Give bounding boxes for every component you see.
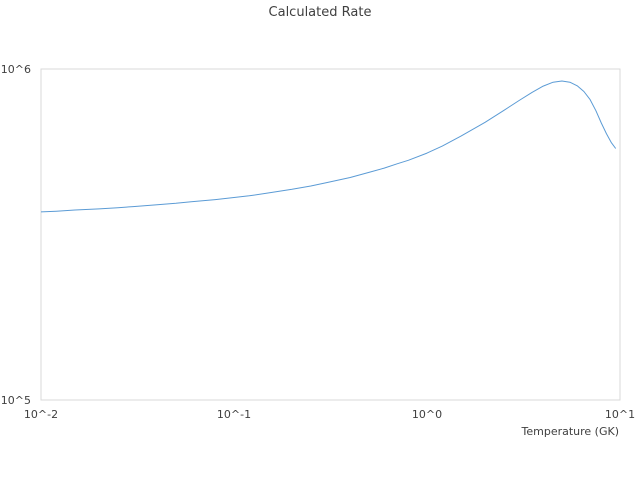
y-tick-label: 10^6	[1, 63, 31, 76]
chart-title: Calculated Rate	[269, 5, 372, 20]
y-axis-ticks: 10^5 10^6	[1, 63, 31, 407]
x-axis-ticks: 10^-2 10^-1 10^0 10^1	[24, 408, 635, 421]
rate-series-line	[40, 80, 617, 213]
plot-area-frame	[40, 68, 621, 401]
series-layer	[40, 80, 617, 213]
x-tick-label: 10^0	[412, 408, 442, 421]
x-axis-label: Temperature (GK)	[521, 425, 620, 438]
x-tick-label: 10^-2	[24, 408, 58, 421]
y-tick-label: 10^5	[1, 394, 31, 407]
x-tick-label: 10^1	[605, 408, 635, 421]
x-tick-label: 10^-1	[217, 408, 251, 421]
